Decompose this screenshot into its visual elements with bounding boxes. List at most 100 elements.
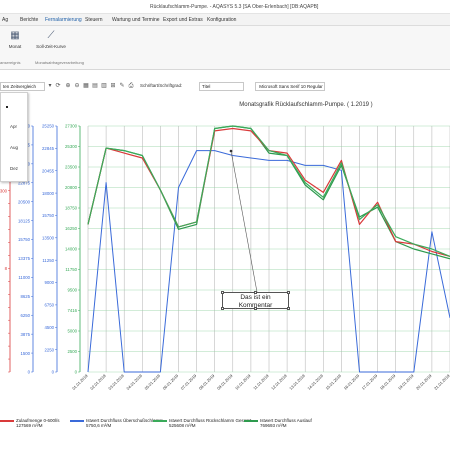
y-tick-label: 9000 [44, 280, 54, 285]
resize-handle[interactable] [287, 291, 290, 294]
y-tick-label: 25250 [42, 124, 55, 129]
series-line [87, 125, 450, 257]
legend-value: 525608 m³/M [169, 423, 196, 428]
y-tick-label: 16250 [65, 226, 78, 231]
y-tick-label: 18125 [18, 218, 31, 223]
x-tick-label: 10.01.2019 [234, 373, 252, 391]
y-tick-label: 18000 [42, 191, 55, 196]
legend-swatch [153, 420, 167, 422]
legend-label: Istwert Durchfluss Rückschlamm Gesamt [169, 418, 252, 423]
legend-value: 769693 m³/M [260, 423, 287, 428]
title-select[interactable]: Titel [199, 82, 244, 91]
menu-item-berichte[interactable]: Berichte [20, 17, 39, 23]
font-button[interactable]: Microsoft Sans Serif 10 Regular [255, 82, 325, 91]
dropdown-option-dez[interactable]: Dez [10, 166, 19, 171]
legend-label: Istwert Durchfluss Auslauf [260, 418, 312, 423]
pen-icon[interactable]: ✎ [119, 83, 125, 89]
trend-curve-icon: ⟋ [47, 30, 55, 41]
menu-item-export[interactable]: Export und Extras [163, 17, 203, 23]
legend-label: Istwert Durchfluss Überschußschlamm [86, 418, 164, 423]
ribbon-group-label: ansereignis [0, 60, 21, 65]
legend-item: Istwert Durchfluss Rückschlamm Gesamt 52… [153, 418, 251, 428]
zoom-in-icon[interactable]: ⊕ [65, 83, 71, 89]
y-tick-label: 0 [52, 370, 55, 375]
chart-title: Monatsgrafik Rücklaufschlamm-Pumpe. ( 1.… [239, 102, 372, 108]
annotation-connector [230, 150, 258, 293]
ribbon-group-label: Monatsabfrageverarbeitung [35, 60, 84, 65]
x-tick-label: 13.01.2019 [288, 373, 306, 391]
refresh-icon[interactable]: ⟳ [55, 83, 61, 89]
x-tick-label: 01.01.2019 [71, 373, 89, 391]
x-tick-label: 18.01.2019 [379, 373, 397, 391]
series-line [87, 150, 450, 373]
font-label: Schriftart/Schriftgrad: [140, 83, 183, 88]
y-tick-label: 1500 [20, 351, 30, 356]
soll-zeit-kurve-button[interactable]: ⟋ Soll-Zeit-Kurve [36, 30, 66, 58]
y-tick-label: 15750 [42, 213, 55, 218]
comment-box[interactable]: Das ist ein Kommentar [221, 291, 290, 310]
resize-handle[interactable] [254, 307, 257, 310]
period-select[interactable]: ten Zeitvergleich [0, 82, 45, 91]
ribbon: ▦ Monat ⟋ Soll-Zeit-Kurve ansereignis Mo… [0, 26, 450, 70]
chart-icon[interactable]: ▥ [101, 83, 107, 89]
x-tick-label: 14.01.2019 [306, 373, 324, 391]
y-tick-label: 11750 [65, 267, 77, 272]
y-tick-label: 20500 [18, 199, 31, 204]
x-tick-label: 19.01.2019 [397, 373, 415, 391]
y-tick-label: 2250 [44, 347, 54, 352]
zoom-out-icon[interactable]: ⊖ [74, 83, 80, 89]
legend-item: Istwert Durchfluss Überschußschlamm 5750… [70, 418, 163, 428]
monat-label: Monat [8, 44, 22, 49]
x-tick-label: 05.01.2019 [143, 373, 161, 391]
y-tick-label: 13375 [18, 256, 31, 261]
resize-handle[interactable] [254, 291, 257, 294]
menu-item-steuern[interactable]: Steuern [85, 17, 103, 23]
chevron-down-icon[interactable]: ▾ [48, 83, 52, 89]
y-tick-label: 27300 [65, 124, 78, 129]
title-bar: Rücklaufschlamm-Pumpe. - AQASYS 5.3 [SA … [0, 0, 450, 14]
x-tick-label: 16.01.2019 [343, 373, 361, 391]
y-tick-label: 300 [0, 188, 8, 193]
comment-text: Das ist ein Kommentar [238, 294, 273, 309]
y-tick-label: 25300 [65, 144, 78, 149]
period-dropdown: Apr Aug Dez [0, 92, 28, 182]
table-icon[interactable]: ▤ [92, 83, 98, 89]
x-tick-label: 21.01.2019 [433, 373, 450, 391]
menu-item-konfiguration[interactable]: Konfiguration [207, 17, 237, 23]
y-tick-label: 7416 [67, 308, 77, 313]
y-tick-label: 0 [28, 370, 31, 375]
menu-item-fernalarmierung[interactable]: Fernalarmierung [45, 17, 82, 23]
soll-zeit-kurve-label: Soll-Zeit-Kurve [36, 44, 66, 49]
x-tick-label: 07.01.2019 [180, 373, 198, 391]
legend-item: Zulaufmenge 0-600l/s 127569 m³/M [0, 418, 60, 428]
axis-icon[interactable]: ⊞ [110, 83, 116, 89]
legend-item: Istwert Durchfluss Auslauf 769693 m³/M [244, 418, 312, 428]
selected-marker [6, 106, 8, 108]
grid-icon[interactable]: ▦ [83, 83, 89, 89]
menu-item-ag[interactable]: Ag [2, 17, 9, 23]
y-tick-label: 8 [5, 266, 8, 271]
y-tick-label: 13500 [42, 236, 55, 241]
dropdown-option-apr[interactable]: Apr [10, 124, 18, 129]
resize-handle[interactable] [221, 307, 224, 310]
y-tick-label: 11000 [18, 275, 30, 280]
menu-item-wartung[interactable]: Wartung und Termine [112, 17, 160, 23]
y-tick-label: 18750 [65, 206, 78, 211]
x-tick-label: 12.01.2019 [270, 373, 288, 391]
dropdown-option-aug[interactable]: Aug [10, 145, 19, 150]
monat-button[interactable]: ▦ Monat [0, 30, 30, 58]
x-tick-label: 06.01.2019 [162, 373, 180, 391]
y-tick-label: 14000 [65, 247, 78, 252]
y-tick-label: 23500 [65, 165, 78, 170]
legend-value: 127569 m³/M [16, 423, 43, 428]
y-tick-label: 6250 [20, 313, 30, 318]
y-tick-label: 22845 [42, 146, 55, 151]
y-tick-label: 2500 [67, 349, 77, 354]
window-title: Rücklaufschlamm-Pumpe. - AQASYS 5.3 [SA … [150, 4, 319, 10]
legend-label: Zulaufmenge 0-600l/s [16, 418, 60, 423]
resize-handle[interactable] [221, 291, 224, 294]
menu-bar: Ag Berichte Fernalarmierung Steuern Wart… [0, 14, 450, 26]
print-icon[interactable]: ⎙ [128, 83, 134, 89]
resize-handle[interactable] [287, 307, 290, 310]
